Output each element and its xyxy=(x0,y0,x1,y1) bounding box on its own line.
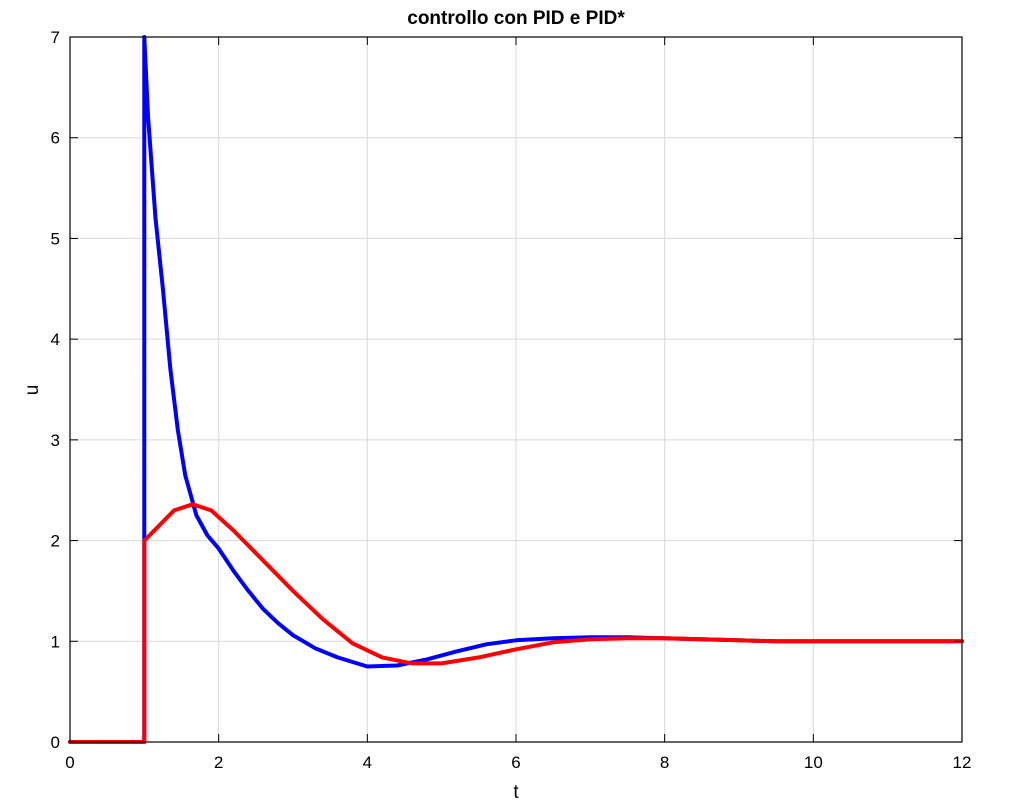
y-tick-label: 5 xyxy=(51,229,60,248)
x-tick-label: 6 xyxy=(511,753,520,772)
x-tick-label: 12 xyxy=(953,753,972,772)
x-axis-label: t xyxy=(513,782,519,802)
x-tick-labels: 0 2 4 6 8 10 12 xyxy=(65,753,971,772)
x-tick-label: 2 xyxy=(214,753,223,772)
y-tick-label: 2 xyxy=(51,532,60,551)
x-tick-label: 0 xyxy=(65,753,74,772)
y-tick-label: 7 xyxy=(51,28,60,47)
y-tick-label: 1 xyxy=(51,632,60,651)
y-tick-label: 0 xyxy=(51,733,60,752)
y-tick-label: 6 xyxy=(51,129,60,148)
y-axis-label: u xyxy=(22,385,43,396)
series-line-2 xyxy=(68,502,964,744)
y-tick-label: 4 xyxy=(51,330,60,349)
x-tick-label: 4 xyxy=(363,753,372,772)
y-tick-labels: 0 1 2 3 4 5 6 7 xyxy=(51,28,60,752)
chart-title: controllo con PID e PID* xyxy=(407,8,625,29)
series-group xyxy=(68,35,964,744)
y-tick-label: 3 xyxy=(51,431,60,450)
x-tick-label: 10 xyxy=(804,753,823,772)
ticks xyxy=(69,36,963,743)
grid xyxy=(69,36,963,743)
x-tick-label: 8 xyxy=(660,753,669,772)
